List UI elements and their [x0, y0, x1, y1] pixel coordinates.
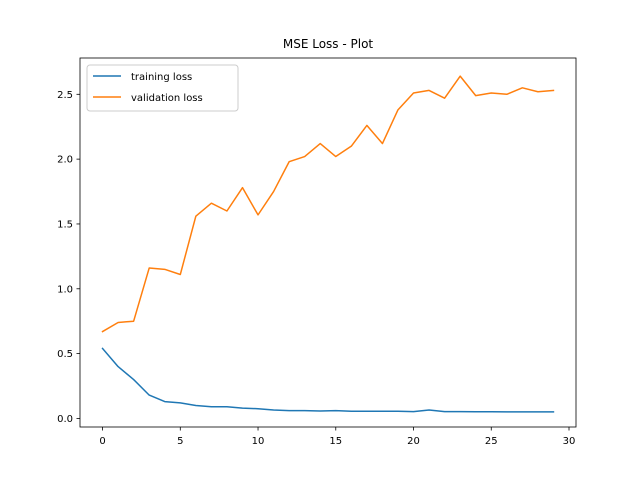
series-layer: [101, 75, 555, 413]
legend-box: [86, 64, 239, 112]
x-tick-label: 0: [99, 436, 105, 447]
y-tick-label: 2.5: [57, 90, 73, 101]
legend: training loss validation loss: [86, 64, 239, 112]
y-tick-label: 1.0: [57, 284, 73, 295]
x-axis-ticks: 0 5 10 15 20 25 30: [99, 427, 575, 447]
y-axis-ticks: 0.0 0.5 1.0 1.5 2.0 2.5: [57, 90, 80, 425]
x-tick-label: 25: [485, 436, 498, 447]
y-tick-label: 1.5: [57, 219, 73, 230]
axes-frame: [79, 57, 577, 428]
x-tick-label: 20: [407, 436, 420, 447]
y-tick-label: 0.5: [57, 349, 73, 360]
x-tick-label: 15: [329, 436, 342, 447]
x-tick-label: 30: [563, 436, 576, 447]
series-line-training-loss: [101, 347, 555, 413]
series-line-validation-loss: [101, 75, 555, 333]
x-tick-label: 10: [252, 436, 265, 447]
x-tick-label: 5: [177, 436, 183, 447]
legend-label-training-loss: training loss: [131, 72, 192, 83]
chart-title: MSE Loss - Plot: [283, 37, 374, 51]
legend-label-validation-loss: validation loss: [131, 93, 203, 104]
y-tick-label: 0.0: [57, 414, 73, 425]
y-tick-label: 2.0: [57, 155, 73, 166]
